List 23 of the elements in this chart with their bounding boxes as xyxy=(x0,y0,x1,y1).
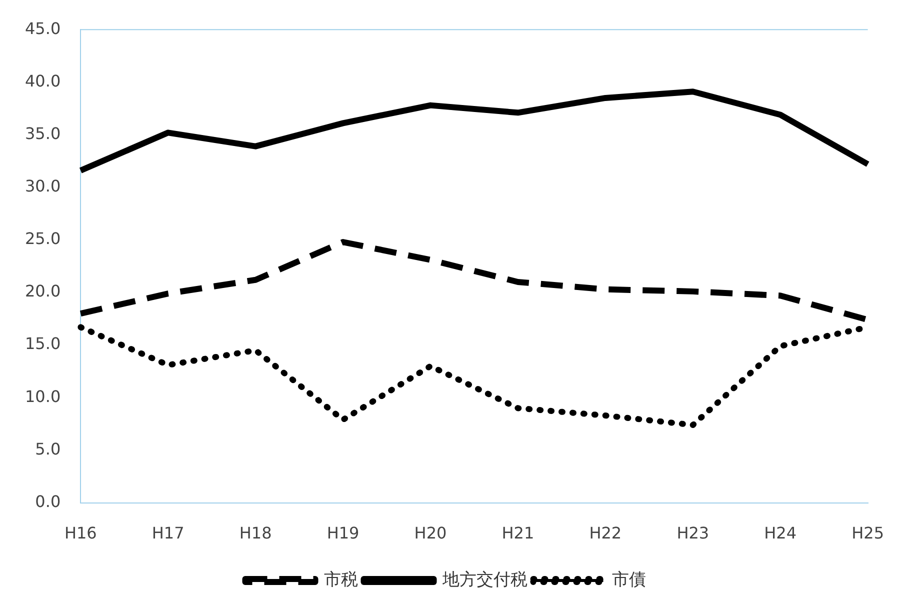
y-tick-label: 15.0 xyxy=(25,334,61,354)
y-tick-label: 5.0 xyxy=(35,439,61,458)
y-tick-label: 0.0 xyxy=(35,492,61,511)
x-tick-label: H17 xyxy=(152,524,184,543)
x-tick-label: H23 xyxy=(676,524,710,543)
x-tick-label: H25 xyxy=(852,524,884,543)
x-tick-label: H18 xyxy=(239,524,272,543)
y-tick-label: 30.0 xyxy=(25,176,61,196)
legend-label: 地方交付税 xyxy=(441,570,528,590)
y-tick-label: 20.0 xyxy=(25,282,61,301)
legend-label: 市債 xyxy=(612,570,646,590)
y-tick-label: 25.0 xyxy=(25,229,61,248)
y-tick-label: 10.0 xyxy=(25,386,61,406)
legend-label: 市税 xyxy=(324,570,358,590)
x-tick-label: H16 xyxy=(64,524,97,543)
y-tick-label: 35.0 xyxy=(25,124,61,143)
x-tick-label: H20 xyxy=(414,524,447,543)
x-tick-label: H21 xyxy=(502,524,534,543)
x-tick-label: H22 xyxy=(589,524,622,543)
y-tick-label: 40.0 xyxy=(25,71,61,90)
x-tick-label: H19 xyxy=(326,524,360,543)
y-tick-label: 45.0 xyxy=(25,18,61,38)
x-tick-label: H24 xyxy=(764,524,797,543)
